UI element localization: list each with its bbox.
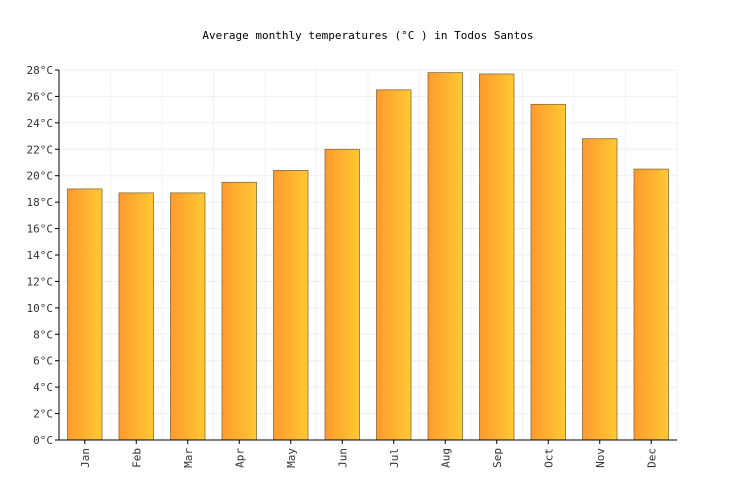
x-tick-label-jun: Jun xyxy=(336,448,349,468)
bar-jun xyxy=(324,148,360,441)
bars xyxy=(67,72,669,441)
bar-mar xyxy=(170,192,206,441)
bar-may xyxy=(273,170,309,441)
x-tick-label-dec: Dec xyxy=(645,448,658,468)
bar-dec xyxy=(633,168,669,441)
bar-oct xyxy=(530,103,566,441)
y-tick-label: 20°C xyxy=(27,170,54,183)
chart-title: Average monthly temperatures (°C ) in To… xyxy=(202,29,533,42)
y-tick-label: 18°C xyxy=(27,196,54,209)
bar-nov xyxy=(582,138,618,441)
y-tick-label: 12°C xyxy=(27,275,54,288)
bar-jan xyxy=(67,188,103,441)
x-tick-label-apr: Apr xyxy=(233,448,246,468)
y-tick-label: 8°C xyxy=(33,328,53,341)
y-tick-label: 14°C xyxy=(27,249,54,262)
y-tick-label: 4°C xyxy=(33,381,53,394)
y-tick-label: 24°C xyxy=(27,117,54,130)
y-tick-label: 2°C xyxy=(33,408,53,421)
y-tick-label: 22°C xyxy=(27,143,54,156)
y-tick-label: 16°C xyxy=(27,223,54,236)
x-tick-label-aug: Aug xyxy=(439,448,452,468)
x-tick-label-mar: Mar xyxy=(182,448,195,468)
y-tick-label: 26°C xyxy=(27,90,54,103)
x-tick-label-feb: Feb xyxy=(130,448,143,468)
y-tick-label: 0°C xyxy=(33,434,53,447)
y-axis-ticks: 0°C 2°C 4°C 6°C 8°C 10°C 12°C 14°C 16°C 18°C 20°C 2… xyxy=(27,64,59,447)
x-tick-label-may: May xyxy=(285,448,298,468)
bar-feb xyxy=(118,192,154,441)
x-tick-label-sep: Sep xyxy=(491,448,504,468)
y-tick-label: 6°C xyxy=(33,355,53,368)
grid-lines xyxy=(58,69,678,441)
y-tick-label: 10°C xyxy=(27,302,54,315)
x-tick-label-jan: Jan xyxy=(79,448,92,468)
x-tick-label-nov: Nov xyxy=(594,448,607,468)
bar-sep xyxy=(479,73,515,441)
bar-apr xyxy=(221,181,257,441)
x-tick-label-jul: Jul xyxy=(388,448,401,468)
bar-jul xyxy=(376,89,412,441)
bar-aug xyxy=(427,72,463,441)
y-tick-label: 28°C xyxy=(27,64,54,77)
x-tick-label-oct: Oct xyxy=(542,448,555,468)
x-axis-ticks: Jan Feb Mar Apr May Jun Jul Aug Sep Oct Nov Dec xyxy=(79,440,658,468)
